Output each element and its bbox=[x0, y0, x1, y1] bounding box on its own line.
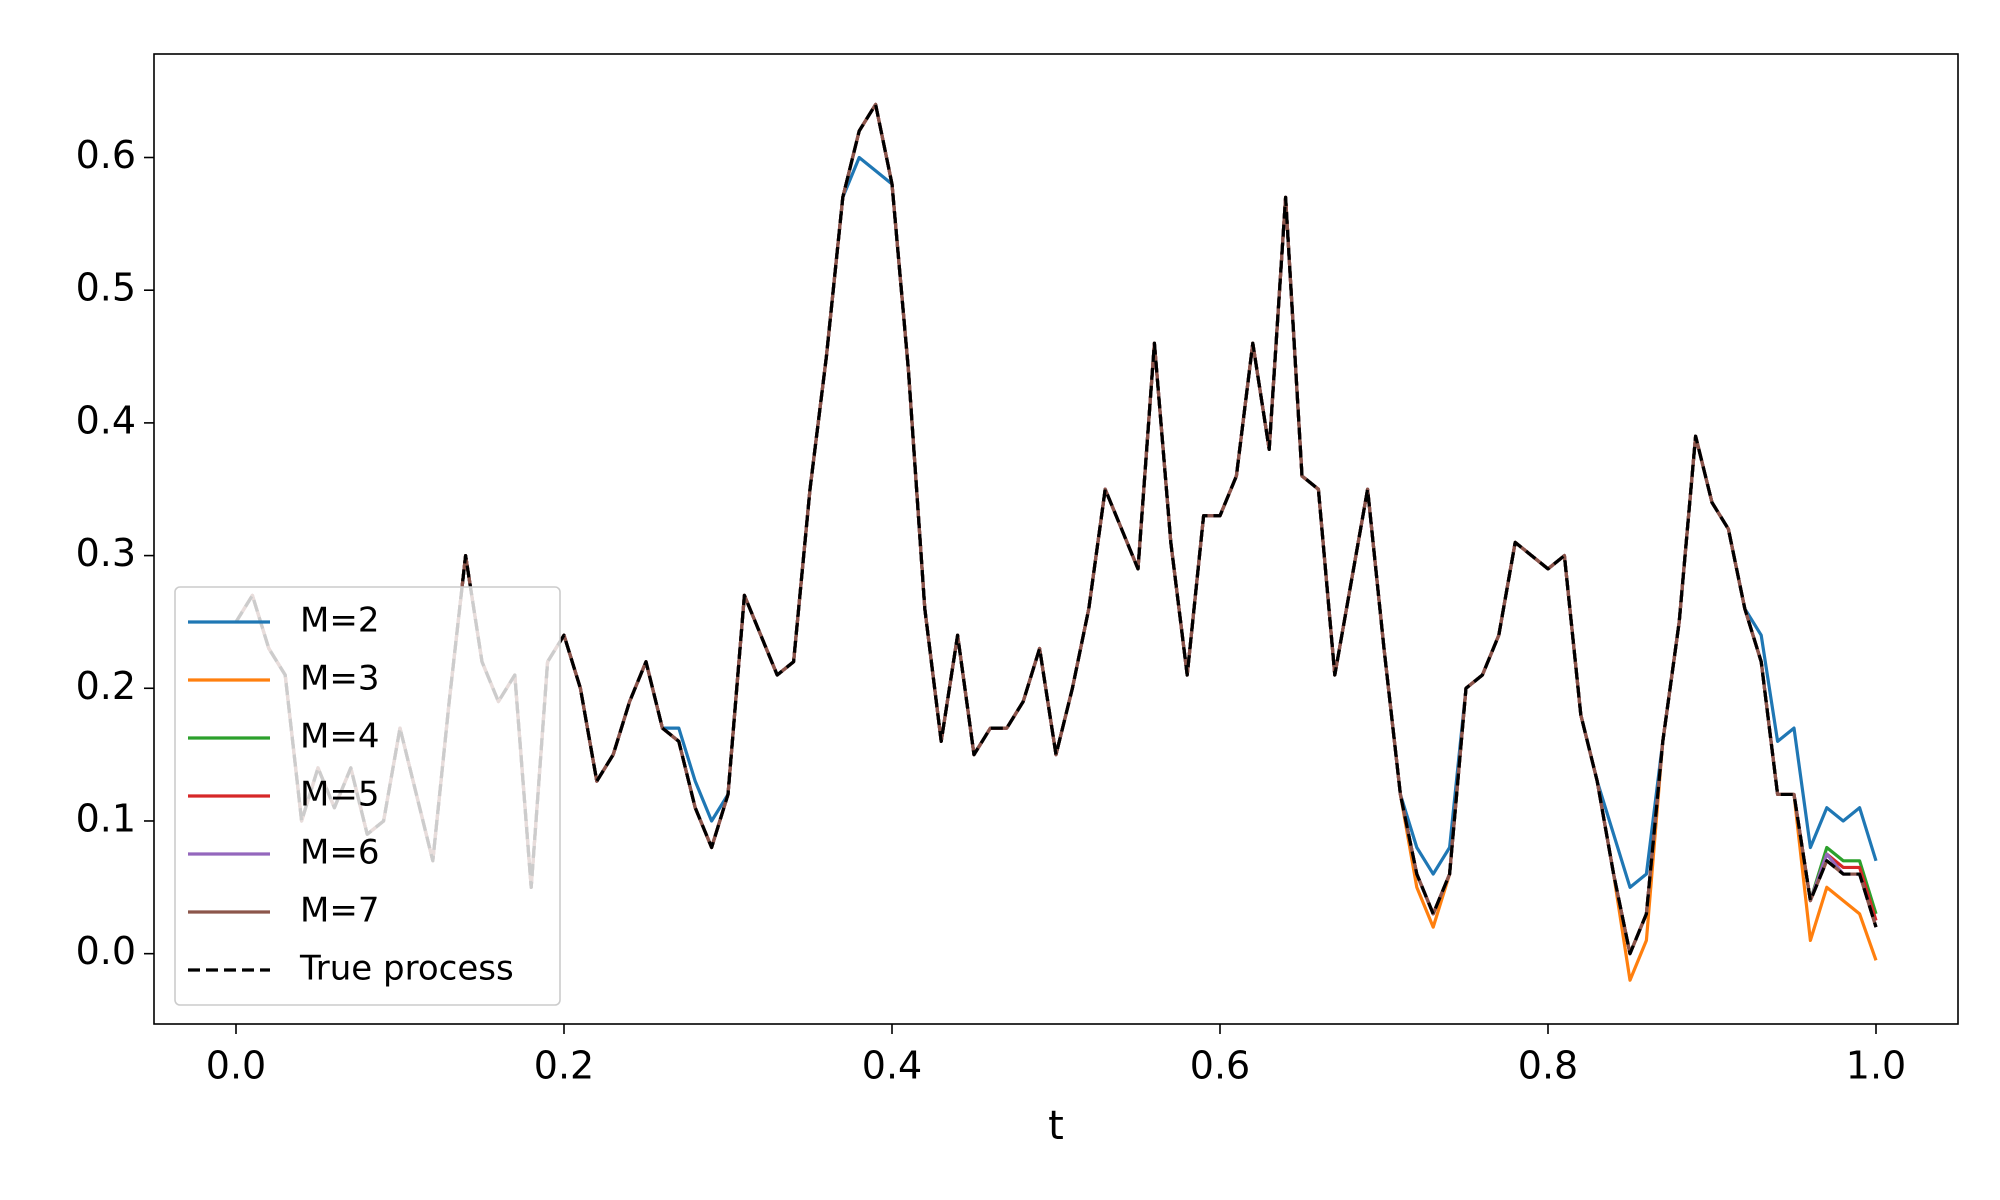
legend: M=2 M=3 M=4 M=5 M=6 M=7 True process bbox=[174, 586, 561, 1006]
y-tick-label: 0.2 bbox=[76, 664, 136, 708]
legend-label: M=6 bbox=[300, 833, 379, 873]
legend-label: M=5 bbox=[300, 775, 379, 815]
x-tick-label: 0.0 bbox=[206, 1044, 266, 1088]
legend-label: M=3 bbox=[300, 659, 379, 699]
x-tick-label: 0.4 bbox=[862, 1044, 922, 1088]
plot-frame bbox=[153, 53, 1959, 1025]
legend-label: True process bbox=[299, 949, 514, 989]
y-tick-label: 0.5 bbox=[76, 266, 136, 310]
x-axis-label: t bbox=[1048, 1103, 1064, 1149]
legend-label: M=2 bbox=[300, 601, 379, 641]
x-tick-label: 0.2 bbox=[534, 1044, 594, 1088]
x-tick-label: 1.0 bbox=[1846, 1044, 1906, 1088]
y-tick-label: 0.6 bbox=[76, 133, 136, 177]
series-line bbox=[234, 102, 1878, 956]
y-tick-label: 0.4 bbox=[76, 398, 136, 442]
legend-box bbox=[174, 586, 561, 1006]
y-tick-label: 0.0 bbox=[76, 929, 136, 973]
legend-label: M=7 bbox=[300, 891, 379, 931]
y-tick-label: 0.1 bbox=[76, 796, 136, 840]
legend-label: M=4 bbox=[300, 717, 379, 757]
y-tick-label: 0.3 bbox=[76, 531, 136, 575]
x-tick-label: 0.6 bbox=[1190, 1044, 1250, 1088]
x-tick-label: 0.8 bbox=[1518, 1044, 1578, 1088]
